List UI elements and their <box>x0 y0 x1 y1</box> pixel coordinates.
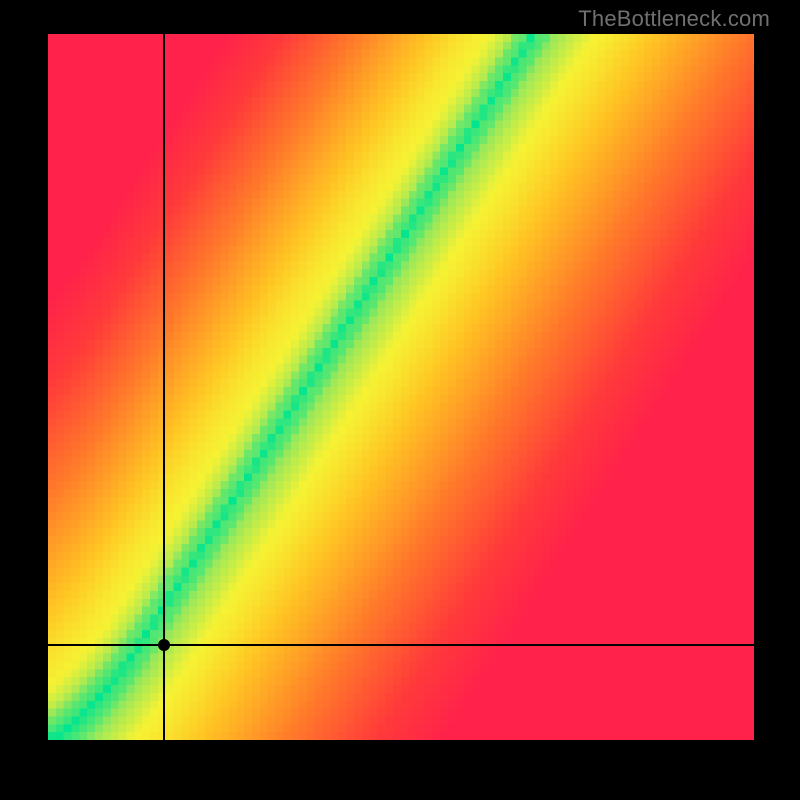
crosshair-vertical <box>163 34 165 740</box>
heatmap-plot <box>48 34 754 740</box>
heatmap-canvas <box>48 34 754 740</box>
crosshair-marker <box>158 639 170 651</box>
watermark-label: TheBottleneck.com <box>578 6 770 32</box>
crosshair-horizontal <box>48 644 754 646</box>
